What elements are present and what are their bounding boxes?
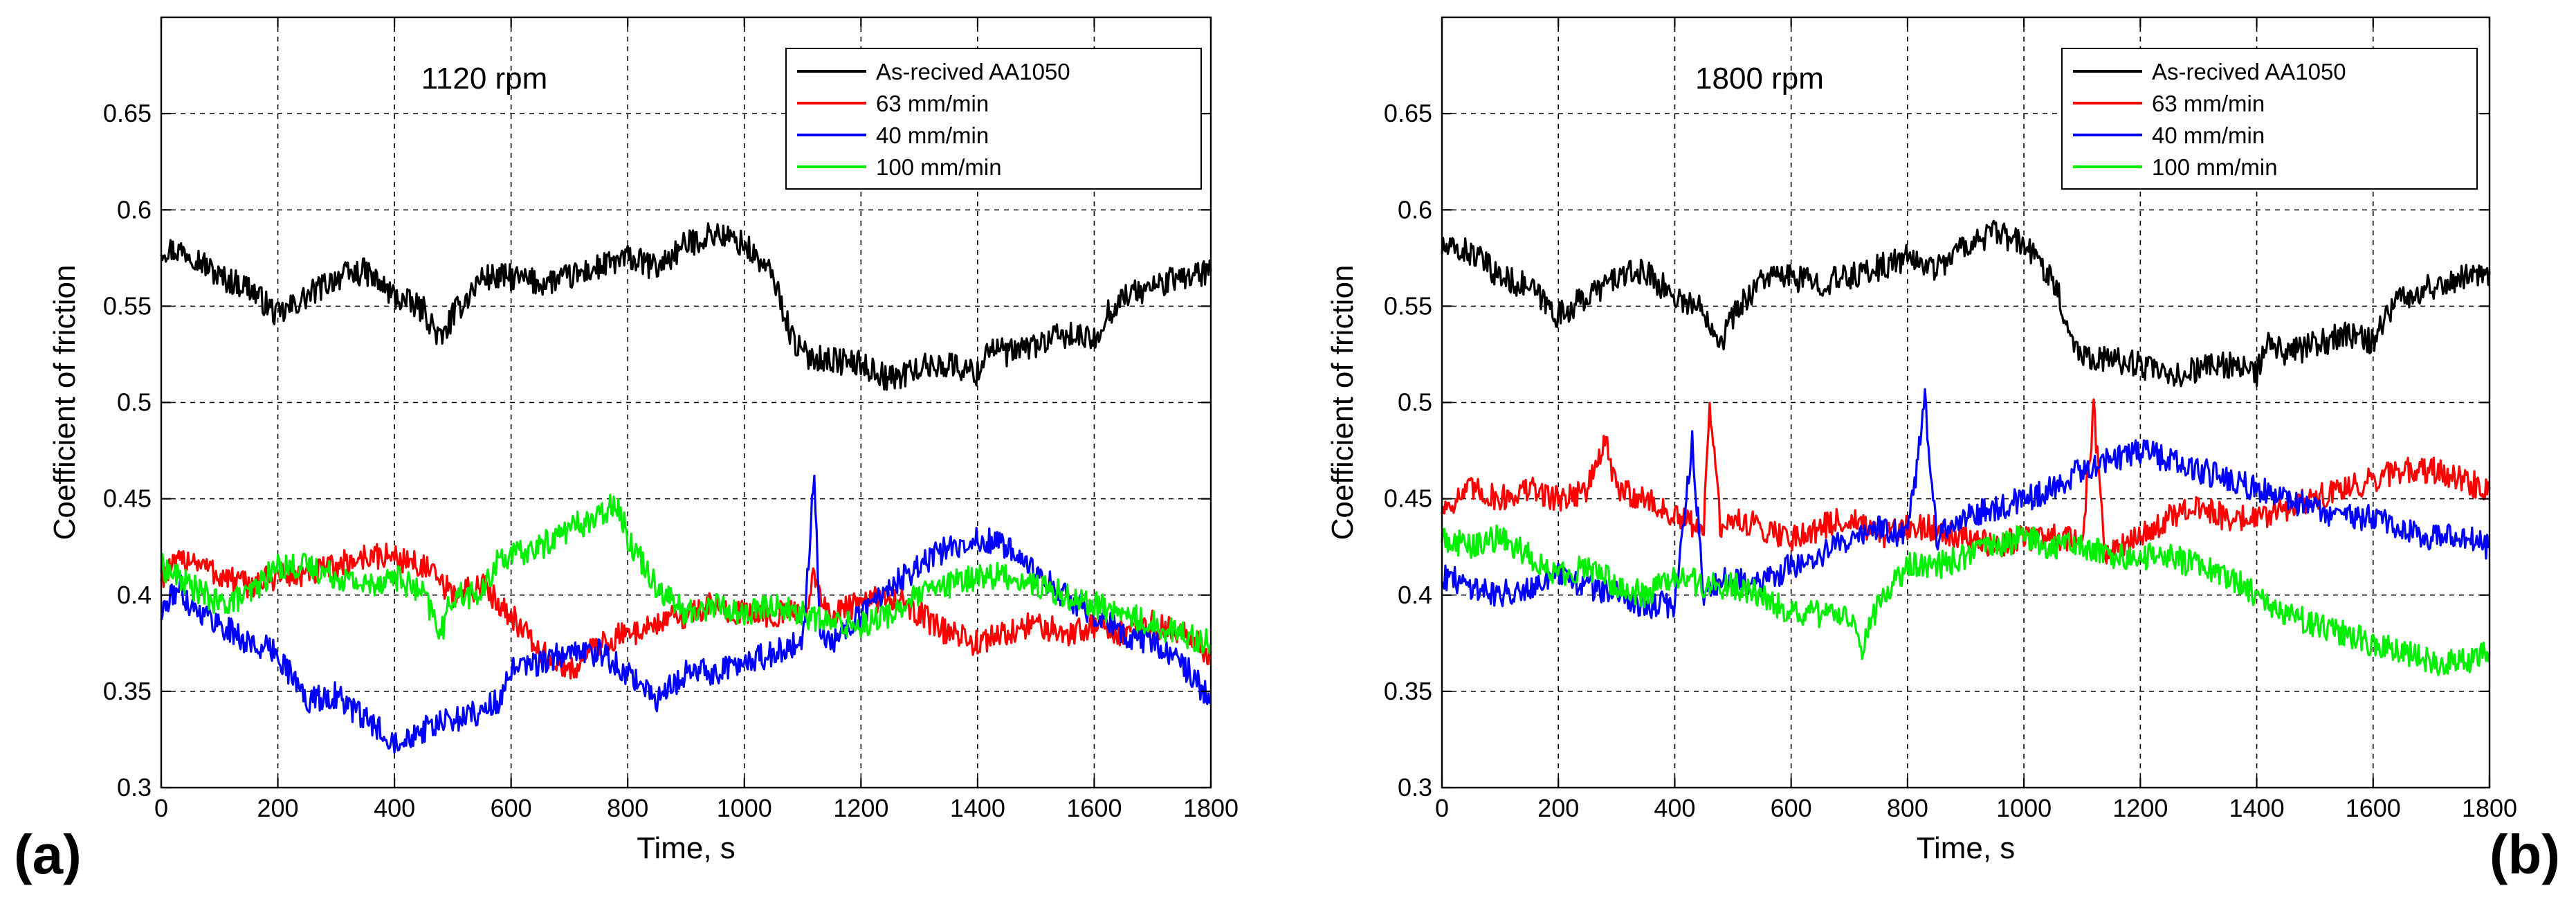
series-line-100-mm-min <box>160 493 1212 655</box>
x-tick-label: 1200 <box>833 794 888 822</box>
y-tick-label: 0.65 <box>103 99 152 127</box>
y-tick-label: 0.5 <box>117 388 152 417</box>
chart-title: 1800 rpm <box>1695 62 1824 96</box>
panel-label: (b) <box>2490 824 2560 885</box>
series-line-as-recived-aa1050 <box>1441 219 2491 388</box>
y-tick-label: 0.5 <box>1398 388 1432 417</box>
x-tick-label: 1800 <box>1183 794 1239 822</box>
tick-marks <box>160 17 1212 789</box>
x-tick-label: 400 <box>1654 794 1695 822</box>
x-tick-label: 600 <box>491 794 532 822</box>
x-tick-label: 800 <box>1887 794 1928 822</box>
tick-marks <box>1441 17 2491 789</box>
y-tick-label: 0.3 <box>1398 773 1432 801</box>
series-line-as-recived-aa1050 <box>160 222 1212 391</box>
chart-panel-a: 0 200 400 600 800 1000 1200 1400 1600 1800 0.3 0.35… <box>14 16 1239 885</box>
y-axis-label: Coefficient of friction <box>1326 265 1360 541</box>
y-tick-label: 0.6 <box>117 195 152 224</box>
y-tick-label: 0.6 <box>1398 195 1432 224</box>
legend-entry: As-recived AA1050 <box>876 59 1070 84</box>
x-tick-label: 1000 <box>1996 794 2052 822</box>
x-tick-label: 1600 <box>2346 794 2401 822</box>
legend-entry: 63 mm/min <box>2152 91 2265 116</box>
legend-entry: 100 mm/min <box>2152 154 2278 180</box>
series-line-40-mm-min <box>1441 388 2490 619</box>
panel-label: (a) <box>14 824 82 885</box>
y-tick-label: 0.35 <box>103 677 152 705</box>
y-tick-label: 0.55 <box>1384 291 1432 320</box>
x-tick-label: 400 <box>374 794 415 822</box>
y-tick-label: 0.55 <box>103 291 152 320</box>
chart-panel-b: 0 200 400 600 800 1000 1200 1400 1600 1800 0.3 0.35… <box>1326 16 2560 885</box>
x-tick-label: 1000 <box>717 794 772 822</box>
legend-entry: 63 mm/min <box>876 91 989 116</box>
legend-entry: 100 mm/min <box>876 154 1002 180</box>
y-tick-label: 0.45 <box>103 484 152 513</box>
chart-title: 1120 rpm <box>421 62 548 96</box>
x-tick-label: 0 <box>1435 794 1449 822</box>
x-axis-label: Time, s <box>637 831 736 865</box>
series-line-100-mm-min <box>1441 524 2491 676</box>
y-tick-label: 0.35 <box>1384 677 1432 705</box>
x-tick-label: 800 <box>607 794 648 822</box>
x-axis-label: Time, s <box>1917 831 2016 865</box>
x-tick-label: 1400 <box>2229 794 2285 822</box>
y-axis-label: Coefficient of friction <box>48 265 82 541</box>
legend-entry: 40 mm/min <box>2152 123 2265 148</box>
x-tick-label: 200 <box>257 794 299 822</box>
y-tick-label: 0.65 <box>1384 99 1432 127</box>
grid <box>161 17 1211 788</box>
x-tick-label: 1600 <box>1066 794 1122 822</box>
x-tick-label: 1200 <box>2112 794 2168 822</box>
x-tick-label: 200 <box>1537 794 1579 822</box>
y-tick-label: 0.4 <box>117 581 152 609</box>
y-tick-label: 0.4 <box>1398 581 1432 609</box>
x-tick-label: 600 <box>1771 794 1812 822</box>
x-tick-label: 1800 <box>2462 794 2517 822</box>
y-tick-label: 0.45 <box>1384 484 1432 513</box>
x-tick-label: 0 <box>154 794 168 822</box>
legend: As-recived AA1050 63 mm/min 40 mm/min 100 m… <box>785 48 1202 190</box>
y-tick-label: 0.3 <box>117 773 152 801</box>
x-tick-label: 1400 <box>950 794 1005 822</box>
legend: As-recived AA1050 63 mm/min 40 mm/min 100 m… <box>2061 48 2478 190</box>
legend-entry: As-recived AA1050 <box>2152 59 2346 84</box>
legend-entry: 40 mm/min <box>876 123 989 148</box>
